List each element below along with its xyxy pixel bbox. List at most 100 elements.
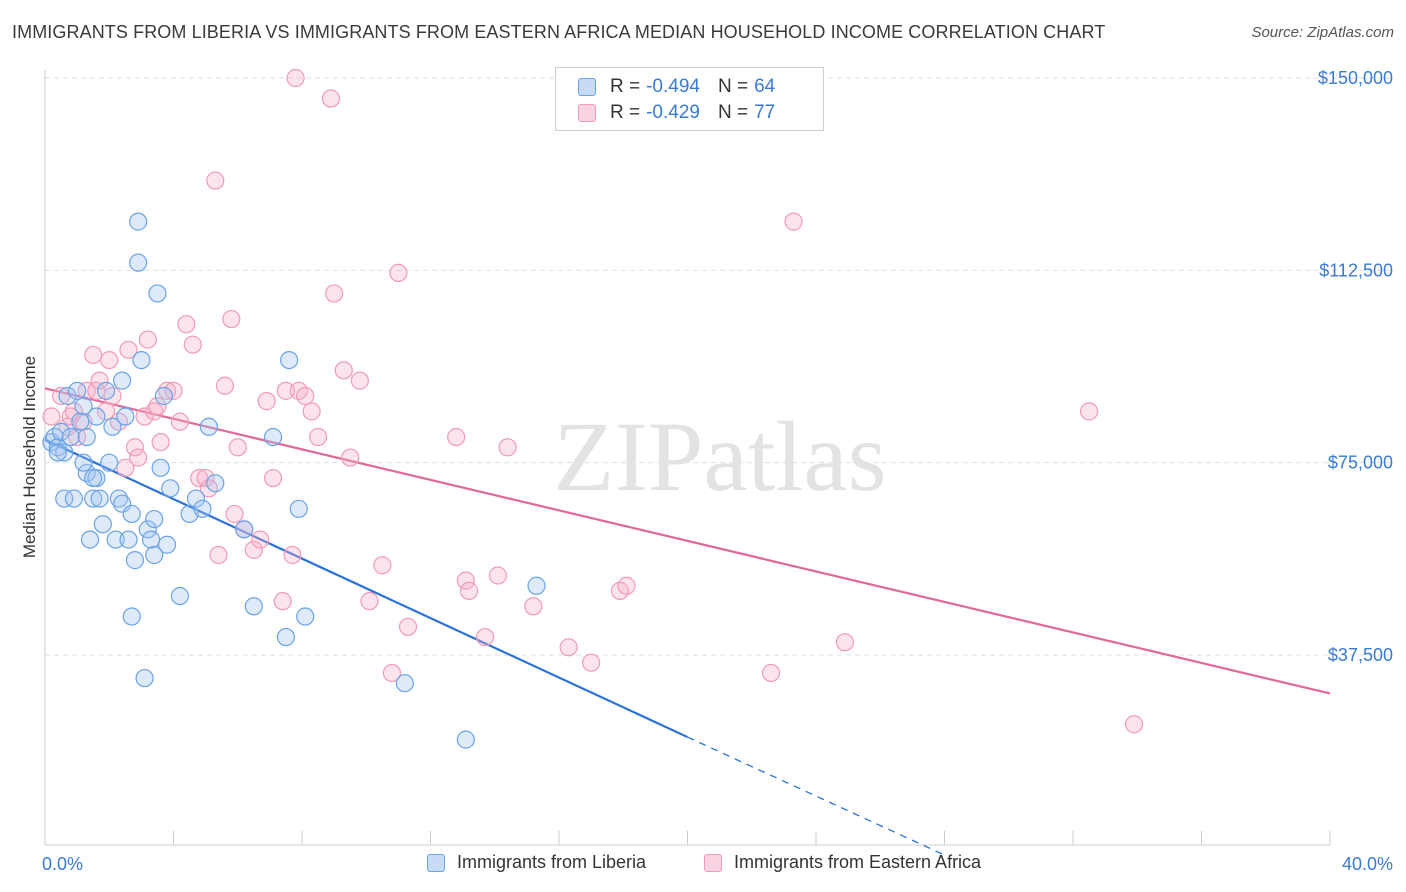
point-eastern-africa xyxy=(222,309,241,329)
point-eastern-africa xyxy=(784,212,803,231)
point-eastern-africa xyxy=(761,663,781,683)
point-eastern-africa xyxy=(68,427,87,447)
point-liberia xyxy=(148,284,167,303)
point-eastern-africa xyxy=(157,381,177,400)
point-eastern-africa xyxy=(244,540,263,559)
point-liberia xyxy=(100,453,119,472)
point-eastern-africa xyxy=(164,381,183,400)
point-liberia xyxy=(193,499,212,518)
x-tick-label: 0.0% xyxy=(42,854,83,874)
point-liberia xyxy=(151,458,170,477)
point-eastern-africa xyxy=(196,468,215,488)
point-liberia xyxy=(154,386,173,406)
point-eastern-africa xyxy=(100,350,119,370)
point-eastern-africa xyxy=(228,438,247,457)
point-eastern-africa xyxy=(145,402,164,421)
point-eastern-africa xyxy=(263,468,283,488)
point-liberia xyxy=(289,499,308,518)
point-liberia xyxy=(109,489,128,508)
point-liberia xyxy=(138,520,157,539)
point-eastern-africa xyxy=(183,335,202,354)
point-liberia xyxy=(244,597,263,616)
point-eastern-africa xyxy=(84,345,103,365)
point-liberia xyxy=(87,407,106,426)
point-liberia xyxy=(456,730,475,749)
point-eastern-africa xyxy=(447,427,466,447)
point-eastern-africa xyxy=(177,315,196,334)
trend-line-liberia xyxy=(44,438,688,739)
point-liberia xyxy=(186,489,206,508)
data-points xyxy=(42,68,1144,749)
point-eastern-africa xyxy=(835,633,855,652)
point-liberia xyxy=(116,407,135,426)
y-tick-label: $150,000 xyxy=(1318,68,1393,88)
point-eastern-africa xyxy=(350,371,369,390)
legend-row-liberia: R = -0.494 N = 64 xyxy=(578,74,775,100)
point-eastern-africa xyxy=(582,653,601,672)
chart-title: IMMIGRANTS FROM LIBERIA VS IMMIGRANTS FR… xyxy=(12,22,1106,42)
point-eastern-africa xyxy=(476,627,495,647)
point-eastern-africa xyxy=(296,386,315,406)
point-eastern-africa xyxy=(215,376,234,395)
point-liberia xyxy=(64,489,84,508)
legend-n-value: 77 xyxy=(754,102,776,123)
trend-lines xyxy=(44,387,1331,856)
point-eastern-africa xyxy=(334,361,353,380)
y-tick-label: $75,000 xyxy=(1328,453,1393,473)
x-tick-label: 40.0% xyxy=(1342,854,1393,874)
axes xyxy=(44,70,1331,846)
point-eastern-africa xyxy=(456,571,475,590)
point-liberia xyxy=(170,586,190,606)
point-eastern-africa xyxy=(524,597,543,616)
point-eastern-africa xyxy=(148,397,167,416)
point-liberia xyxy=(157,535,177,554)
point-liberia xyxy=(106,530,125,549)
bottom-legend-eastern-africa: Immigrants from Eastern Africa xyxy=(704,852,981,873)
point-liberia xyxy=(122,607,141,626)
legend-swatch-eastern-africa xyxy=(578,104,596,122)
point-eastern-africa xyxy=(138,330,157,349)
point-eastern-africa xyxy=(116,458,135,477)
point-liberia xyxy=(129,212,148,231)
point-liberia xyxy=(71,412,90,431)
point-eastern-africa xyxy=(488,566,508,585)
source-credit: Source: ZipAtlas.com xyxy=(1251,24,1394,41)
point-liberia xyxy=(84,489,103,508)
point-liberia xyxy=(135,668,154,688)
point-liberia xyxy=(55,443,74,462)
bottom-legend-swatch-eastern-africa xyxy=(704,853,722,872)
point-liberia xyxy=(141,530,161,549)
point-eastern-africa xyxy=(96,402,116,421)
point-liberia xyxy=(395,674,414,693)
point-liberia xyxy=(74,453,93,472)
point-eastern-africa xyxy=(1079,402,1099,421)
point-liberia xyxy=(103,417,122,436)
point-liberia xyxy=(55,489,74,508)
legend-r-label: R = xyxy=(610,76,641,97)
legend-r-value: -0.429 xyxy=(646,102,700,123)
point-liberia xyxy=(145,509,164,529)
point-eastern-africa xyxy=(398,617,418,636)
point-eastern-africa xyxy=(498,438,517,457)
point-eastern-africa xyxy=(360,592,379,611)
y-tick-label: $37,500 xyxy=(1328,645,1393,665)
bottom-legend-label: Immigrants from Liberia xyxy=(457,852,647,872)
point-eastern-africa xyxy=(302,402,321,421)
point-liberia xyxy=(296,607,315,626)
point-liberia xyxy=(68,381,87,400)
point-liberia xyxy=(48,443,67,462)
point-eastern-africa xyxy=(382,663,402,683)
point-liberia xyxy=(206,474,225,493)
point-eastern-africa xyxy=(321,89,341,108)
point-eastern-africa xyxy=(90,371,109,390)
point-eastern-africa xyxy=(273,592,292,611)
point-eastern-africa xyxy=(119,340,138,359)
point-eastern-africa xyxy=(1124,715,1144,734)
point-liberia xyxy=(96,381,116,400)
point-liberia xyxy=(145,545,164,565)
point-eastern-africa xyxy=(125,438,145,457)
point-eastern-africa xyxy=(251,530,270,549)
point-eastern-africa xyxy=(559,638,578,657)
point-eastern-africa xyxy=(42,407,61,426)
trend-line-liberia-extension xyxy=(687,736,945,856)
